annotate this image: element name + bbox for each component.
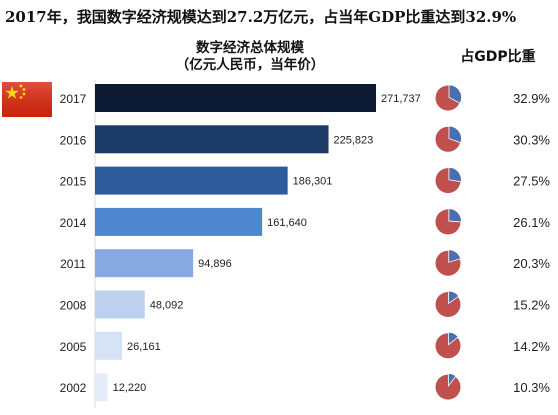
bar	[95, 373, 108, 402]
bar	[95, 207, 263, 236]
year-label: 2015	[60, 175, 87, 189]
value-label: 48,092	[150, 300, 184, 312]
pie-share-slice	[448, 166, 462, 183]
share-label: 20.3%	[513, 256, 550, 271]
value-label: 271,737	[381, 93, 421, 105]
chart-title-line1: 数字经济总体规模	[196, 40, 304, 56]
value-label: 94,896	[198, 258, 232, 270]
bar	[95, 125, 329, 154]
value-label: 186,301	[293, 176, 333, 188]
bar	[95, 290, 145, 319]
pie-share-slice	[448, 125, 462, 144]
chart-title: 数字经济总体规模 （亿元人民币，当年价）	[130, 40, 370, 74]
year-label: 2005	[60, 340, 87, 354]
year-label: 2002	[60, 381, 87, 395]
bar	[95, 84, 376, 112]
bar	[95, 331, 123, 360]
value-label: 26,161	[127, 341, 161, 353]
share-label: 27.5%	[513, 174, 550, 189]
year-label: 2017	[60, 92, 87, 106]
pie-share-slice	[447, 373, 457, 388]
bar	[95, 249, 194, 278]
share-label: 15.2%	[513, 298, 550, 313]
share-label: 30.3%	[513, 132, 550, 147]
year-label: 2008	[60, 299, 87, 313]
pie-share-slice	[448, 290, 460, 305]
year-label: 2014	[60, 216, 87, 230]
bar	[95, 166, 288, 195]
chart-title-line2: （亿元人民币，当年价）	[175, 57, 325, 73]
share-label: 10.3%	[513, 380, 550, 395]
share-label: 14.2%	[513, 339, 550, 354]
pie-share-slice	[448, 208, 462, 223]
year-label: 2011	[60, 257, 86, 271]
china-flag-icon	[2, 82, 52, 117]
share-label: 26.1%	[513, 215, 550, 230]
year-label: 2016	[60, 133, 87, 147]
pie-share-slice	[448, 331, 459, 346]
share-label: 32.9%	[513, 91, 550, 106]
share-title: 占GDP比重	[460, 49, 536, 65]
value-label: 12,220	[113, 382, 147, 394]
headline: 2017年，我国数字经济规模达到27.2万亿元，占当年GDP比重达到32.9%	[5, 8, 517, 26]
value-label: 225,823	[334, 134, 374, 146]
pie-share-slice	[448, 249, 462, 263]
pie-share-slice	[448, 84, 462, 104]
value-label: 161,640	[267, 217, 307, 229]
